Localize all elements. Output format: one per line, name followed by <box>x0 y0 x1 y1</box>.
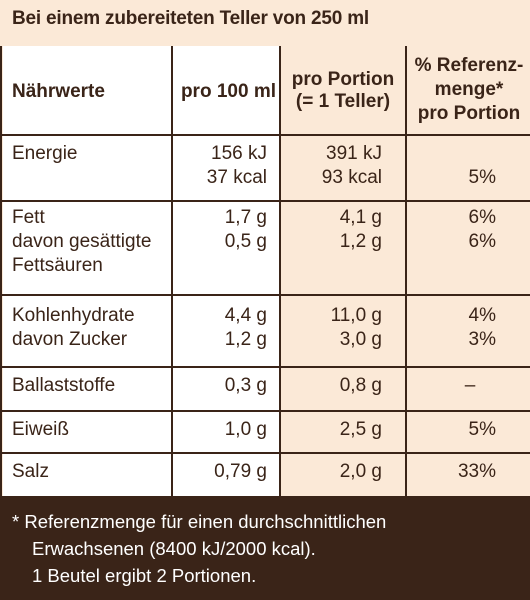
row-eiweiss-label: Eiweiß <box>12 419 70 440</box>
row-divider <box>173 134 530 136</box>
row-divider <box>0 134 171 136</box>
row-zucker-ref: 3% <box>468 329 496 350</box>
row-energie-per100-kj: 156 kJ <box>211 143 267 164</box>
row-fett-label: Fett <box>12 207 45 228</box>
row-kohlenhydrate-portion: 11,0 g <box>330 305 382 326</box>
white-columns-background <box>3 46 279 496</box>
row-eiweiss-portion: 2,5 g <box>339 419 382 440</box>
column-divider-1 <box>171 46 173 496</box>
column-divider-3 <box>405 46 407 496</box>
row-ballaststoffe-portion: 0,8 g <box>339 375 382 396</box>
row-fett-portion: 4,1 g <box>339 207 382 228</box>
footnote-box: * Referenzmenge für einen durchschnittli… <box>0 496 530 600</box>
table-border-left <box>0 46 2 496</box>
column-divider-2 <box>279 46 281 496</box>
header-naehrwerte: Nährwerte <box>12 81 105 102</box>
row-fett-sub-per100: 0,5 g <box>224 231 267 252</box>
row-ballaststoffe-label: Ballaststoffe <box>12 375 116 396</box>
header-referenzmenge: % Referenz- menge* pro Portion <box>414 55 524 124</box>
row-divider <box>173 366 530 368</box>
row-fett-sub-portion: 1,2 g <box>339 231 382 252</box>
row-divider <box>0 200 171 202</box>
row-zucker-label: davon Zucker <box>12 329 128 350</box>
row-fett-sub-label: davon gesättigte <box>12 231 152 252</box>
row-zucker-portion: 3,0 g <box>339 329 382 350</box>
header-pro-portion: pro Portion (= 1 Teller) <box>291 69 395 112</box>
table-title: Bei einem zubereiteten Teller von 250 ml <box>12 8 369 29</box>
footnote-line-2: Erwachsenen (8400 kJ/2000 kcal). <box>32 538 316 559</box>
row-energie-ref: 5% <box>468 167 496 188</box>
row-kohlenhydrate-ref: 4% <box>468 305 496 326</box>
row-divider <box>0 452 171 454</box>
footnote-line-1: * Referenzmenge für einen durchschnittli… <box>12 511 387 532</box>
row-energie-portion-kcal: 93 kcal <box>321 167 382 188</box>
row-ballaststoffe-per100: 0,3 g <box>224 375 267 396</box>
row-divider <box>173 410 530 412</box>
row-salz-ref: 33% <box>457 461 496 482</box>
row-energie-per100-kcal: 37 kcal <box>206 167 267 188</box>
row-zucker-per100: 1,2 g <box>224 329 267 350</box>
row-fett-sub-ref: 6% <box>468 231 496 252</box>
row-ballaststoffe-ref: – <box>464 375 476 396</box>
row-divider <box>0 410 171 412</box>
row-divider <box>0 366 171 368</box>
header-pro-100ml: pro 100 ml <box>180 81 276 102</box>
row-fett-ref: 6% <box>468 207 496 228</box>
row-salz-label: Salz <box>12 461 49 482</box>
footnote-line-3: 1 Beutel ergibt 2 Portionen. <box>32 565 257 586</box>
row-divider <box>173 294 530 296</box>
row-energie-label: Energie <box>12 143 78 164</box>
row-fett-sub-label-2: Fettsäuren <box>12 255 103 276</box>
row-salz-portion: 2,0 g <box>339 461 382 482</box>
row-divider <box>173 200 530 202</box>
row-eiweiss-ref: 5% <box>468 419 496 440</box>
nutrition-table: Nährwerte pro 100 ml pro Portion (= 1 Te… <box>0 46 530 496</box>
row-divider <box>173 452 530 454</box>
row-fett-per100: 1,7 g <box>224 207 267 228</box>
row-kohlenhydrate-per100: 4,4 g <box>224 305 267 326</box>
row-divider <box>0 294 171 296</box>
row-salz-per100: 0,79 g <box>214 461 267 482</box>
row-eiweiss-per100: 1,0 g <box>224 419 267 440</box>
row-energie-portion-kj: 391 kJ <box>326 143 382 164</box>
row-kohlenhydrate-label: Kohlenhydrate <box>12 305 135 326</box>
